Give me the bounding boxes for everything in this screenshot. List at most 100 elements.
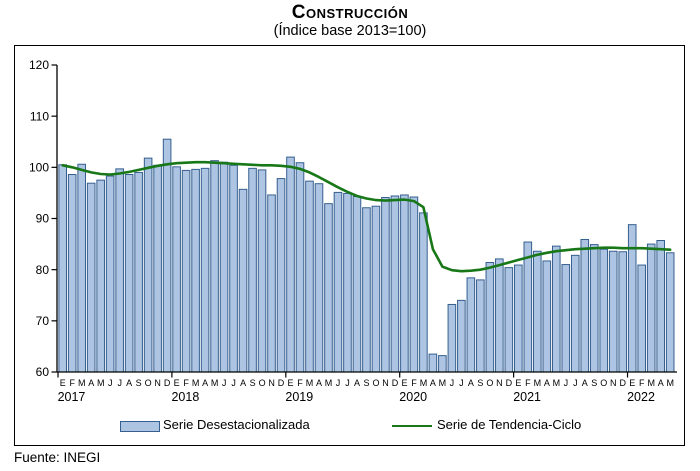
month-label: J: [336, 378, 341, 388]
bar: [172, 166, 181, 373]
y-axis-label: 60: [36, 365, 50, 379]
bar: [286, 156, 295, 373]
y-axis-label: 90: [36, 212, 50, 226]
month-label: A: [316, 378, 322, 388]
bar: [238, 188, 248, 373]
month-label: M: [325, 378, 333, 388]
month-label: M: [439, 378, 447, 388]
month-label: A: [582, 378, 588, 388]
month-label: S: [591, 378, 597, 388]
month-label: M: [648, 378, 656, 388]
bar: [457, 299, 466, 373]
month-label: S: [250, 378, 256, 388]
bar: [362, 207, 371, 373]
bar: [276, 178, 286, 373]
bar: [115, 168, 124, 373]
bar: [333, 191, 343, 373]
month-label: F: [69, 378, 75, 388]
month-label: S: [363, 378, 369, 388]
bar: [504, 267, 514, 373]
bar: [67, 173, 77, 373]
month-label: F: [411, 378, 417, 388]
bar: [314, 183, 324, 373]
month-label: S: [477, 378, 483, 388]
bar: [343, 192, 352, 373]
bar: [352, 195, 362, 373]
bar: [124, 173, 134, 373]
bar: [77, 163, 86, 373]
month-label: A: [88, 378, 94, 388]
bar: [580, 238, 590, 373]
bar: [371, 205, 381, 373]
month-label: A: [544, 378, 550, 388]
year-label: 2020: [399, 390, 427, 404]
bar: [105, 175, 115, 373]
bar: [257, 169, 267, 373]
bar: [153, 164, 162, 373]
bar: [390, 195, 400, 373]
month-label: A: [240, 378, 246, 388]
month-label: E: [401, 378, 407, 388]
month-label: J: [564, 378, 569, 388]
month-label: M: [211, 378, 219, 388]
month-label: M: [534, 378, 542, 388]
month-label: D: [164, 378, 171, 388]
y-axis-label: 120: [29, 58, 49, 72]
month-label: J: [231, 378, 236, 388]
month-label: A: [202, 378, 208, 388]
month-label: M: [78, 378, 86, 388]
bar: [627, 224, 637, 373]
month-label: O: [600, 378, 607, 388]
month-label: E: [60, 378, 66, 388]
bar: [618, 251, 628, 373]
month-label: M: [420, 378, 428, 388]
month-label: E: [515, 378, 521, 388]
y-axis-label: 110: [30, 109, 49, 123]
month-label: D: [620, 378, 627, 388]
month-label: J: [345, 378, 350, 388]
month-label: D: [506, 378, 513, 388]
month-label: J: [459, 378, 464, 388]
bar: [656, 240, 665, 373]
legend-line-swatch: [392, 425, 432, 427]
year-label: 2017: [58, 390, 86, 404]
month-label: M: [306, 378, 314, 388]
bar: [409, 196, 419, 373]
month-label: D: [278, 378, 285, 388]
bar: [466, 277, 476, 373]
month-label: O: [486, 378, 493, 388]
month-label: J: [222, 378, 227, 388]
bar: [608, 250, 618, 373]
month-label: D: [392, 378, 399, 388]
month-label: O: [259, 378, 266, 388]
source-note: Fuente: INEGI: [14, 450, 101, 465]
month-label: F: [297, 378, 303, 388]
bar: [200, 167, 210, 373]
bar: [229, 164, 238, 373]
bar: [381, 197, 390, 373]
bar: [514, 264, 523, 373]
month-label: A: [658, 378, 664, 388]
bar: [419, 212, 428, 373]
bar: [438, 355, 447, 373]
year-label: 2021: [513, 390, 541, 404]
bar: [428, 353, 438, 373]
month-label: M: [553, 378, 561, 388]
month-label: N: [268, 378, 275, 388]
bar: [162, 138, 172, 373]
bar: [58, 164, 68, 373]
month-label: M: [97, 378, 105, 388]
bar: [191, 168, 200, 373]
bar: [305, 180, 314, 373]
bar: [476, 279, 485, 373]
bar: [561, 264, 571, 373]
month-label: F: [525, 378, 531, 388]
bar: [589, 244, 599, 373]
year-label: 2018: [171, 390, 199, 404]
bar: [447, 303, 457, 373]
month-label: F: [183, 378, 189, 388]
bar: [485, 262, 495, 373]
year-label: 2019: [285, 390, 313, 404]
bar: [86, 182, 96, 373]
page-subtitle: (Índice base 2013=100): [273, 23, 427, 39]
